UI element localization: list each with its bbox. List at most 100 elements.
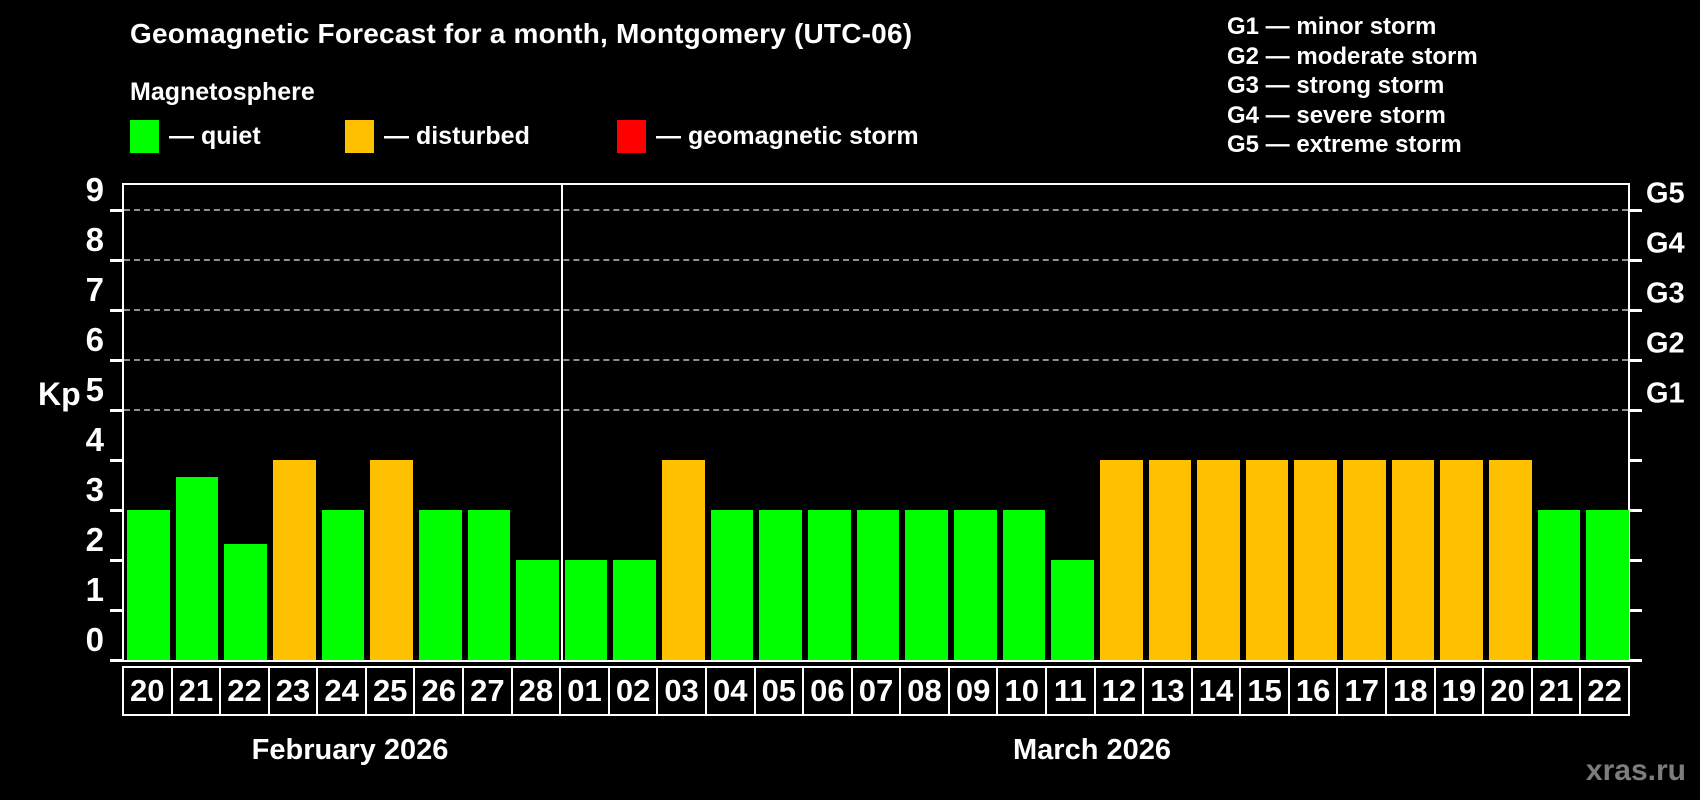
kp-bar-04 bbox=[710, 510, 754, 660]
y-axis-tick-8 bbox=[110, 259, 123, 262]
day-label-cell: 22 bbox=[219, 666, 270, 716]
kp-bar-14 bbox=[1197, 460, 1240, 660]
legend-item-label: — geomagnetic storm bbox=[656, 122, 919, 150]
day-label-cell: 03 bbox=[656, 666, 707, 716]
kp-bar-12 bbox=[1099, 460, 1143, 660]
kp-bar-28 bbox=[516, 560, 559, 660]
kp-bar-17 bbox=[1343, 460, 1386, 660]
gridline-kp9 bbox=[124, 209, 1628, 211]
kp-bar-07 bbox=[856, 510, 900, 660]
y-axis-label-1: 1 bbox=[85, 571, 104, 608]
legend-swatch-disturbed-icon bbox=[345, 120, 374, 153]
right-axis-tick-1 bbox=[1629, 609, 1642, 612]
day-label-cell: 20 bbox=[122, 666, 173, 716]
y-axis-label-5: 5 bbox=[85, 371, 104, 408]
day-label-cell: 19 bbox=[1433, 666, 1485, 716]
day-label-cell: 20 bbox=[1482, 666, 1533, 716]
y-axis-tick-6 bbox=[110, 359, 123, 362]
y-axis-label-8: 8 bbox=[85, 221, 104, 258]
y-axis-tick-4 bbox=[110, 459, 123, 462]
plot-area: 0 1 2 3 4 5 6 7 8 9 G1 G2 G3 G4 G5 bbox=[86, 171, 1685, 662]
gridline-kp7 bbox=[124, 309, 1628, 311]
y-axis-tick-5 bbox=[110, 409, 123, 412]
legend-item-label: — disturbed bbox=[384, 122, 530, 150]
g-scale-axis-label-g5: G5 bbox=[1646, 177, 1685, 210]
day-label-cell: 13 bbox=[1142, 666, 1193, 716]
kp-bar-05 bbox=[759, 510, 803, 660]
kp-bar-21 bbox=[175, 476, 219, 660]
day-label-cell: 21 bbox=[1530, 666, 1582, 716]
month-label-march: March 2026 bbox=[1013, 734, 1171, 766]
kp-bar-15 bbox=[1245, 460, 1289, 660]
storm-scale-item-g2: G2 — moderate storm bbox=[1227, 42, 1478, 70]
gridline-kp5 bbox=[124, 409, 1628, 411]
day-label-cell: 25 bbox=[364, 666, 416, 716]
right-axis-tick-4 bbox=[1629, 459, 1642, 462]
g-scale-axis-label-g3: G3 bbox=[1646, 277, 1685, 310]
kp-bar-19 bbox=[1440, 460, 1484, 660]
kp-bar-13 bbox=[1148, 460, 1192, 660]
kp-bar-22 bbox=[224, 543, 267, 660]
kp-bar-25 bbox=[370, 460, 413, 660]
kp-bar-22 bbox=[1586, 510, 1629, 660]
right-axis-tick-7 bbox=[1629, 309, 1642, 312]
kp-bar-18 bbox=[1391, 460, 1435, 660]
gridline-kp8 bbox=[124, 259, 1628, 261]
y-axis-label-0: 0 bbox=[85, 621, 104, 658]
day-label-cell: 16 bbox=[1287, 666, 1339, 716]
magnetosphere-label: Magnetosphere bbox=[130, 78, 315, 106]
right-axis-tick-6 bbox=[1629, 359, 1642, 362]
y-axis-label-9: 9 bbox=[85, 171, 104, 208]
day-label-cell: 07 bbox=[850, 666, 902, 716]
y-axis-title: Kp bbox=[38, 376, 81, 412]
day-label-cell: 09 bbox=[947, 666, 999, 716]
kp-bar-03 bbox=[662, 460, 705, 660]
right-axis-tick-2 bbox=[1629, 559, 1642, 562]
g-scale-axis-label-g1: G1 bbox=[1646, 377, 1685, 410]
day-label-cell: 06 bbox=[802, 666, 853, 716]
month-label-february: February 2026 bbox=[251, 734, 449, 766]
storm-scale-item-g3: G3 — strong storm bbox=[1227, 72, 1445, 99]
day-label-cell: 24 bbox=[316, 666, 367, 716]
kp-bar-27 bbox=[467, 510, 511, 660]
day-label-cell: 28 bbox=[510, 666, 562, 716]
kp-bar-01 bbox=[564, 560, 608, 660]
magnetosphere-legend: — quiet — disturbed — geomagnetic storm bbox=[130, 120, 1080, 156]
day-label-cell: 17 bbox=[1336, 666, 1388, 716]
right-axis-tick-5 bbox=[1629, 409, 1642, 412]
day-label-cell: 05 bbox=[753, 666, 805, 716]
kp-bar-10 bbox=[1002, 510, 1046, 660]
legend-item-label: — quiet bbox=[169, 122, 261, 150]
right-axis-tick-8 bbox=[1629, 259, 1642, 262]
y-axis-label-2: 2 bbox=[85, 521, 104, 558]
day-label-cell: 10 bbox=[996, 666, 1047, 716]
legend-item-disturbed: — disturbed bbox=[345, 120, 530, 153]
day-label-cell: 12 bbox=[1093, 666, 1145, 716]
storm-scale-item-g4: G4 — severe storm bbox=[1227, 101, 1446, 129]
kp-bar-16 bbox=[1294, 460, 1338, 660]
g-scale-axis-label-g2: G2 bbox=[1646, 327, 1685, 360]
storm-scale-legend: G1 — minor storm G2 — moderate storm G3 — … bbox=[1227, 12, 1478, 160]
storm-scale-item-g1: G1 — minor storm bbox=[1227, 13, 1437, 40]
kp-bar-23 bbox=[272, 460, 316, 660]
legend-item-quiet: — quiet bbox=[130, 120, 261, 153]
legend-item-storm: — geomagnetic storm bbox=[617, 120, 919, 153]
day-label-cell: 01 bbox=[559, 666, 610, 716]
day-label-cell: 26 bbox=[413, 666, 465, 716]
kp-bar-02 bbox=[613, 560, 657, 660]
legend-swatch-quiet-icon bbox=[130, 120, 159, 153]
day-label-cell: 22 bbox=[1579, 666, 1630, 716]
kp-bar-21 bbox=[1537, 510, 1581, 660]
right-axis-tick-9 bbox=[1629, 209, 1642, 212]
y-axis-label-3: 3 bbox=[85, 471, 104, 508]
kp-bar-09 bbox=[953, 510, 997, 660]
y-axis-tick-2 bbox=[110, 559, 123, 562]
y-axis-tick-0 bbox=[110, 659, 123, 662]
day-label-cell: 11 bbox=[1044, 666, 1096, 716]
right-axis-tick-0 bbox=[1629, 659, 1642, 662]
g-scale-axis-label-g4: G4 bbox=[1646, 227, 1685, 260]
y-axis-tick-1 bbox=[110, 609, 123, 612]
storm-scale-item-g5: G5 — extreme storm bbox=[1227, 131, 1462, 158]
kp-bar-20 bbox=[127, 510, 170, 660]
